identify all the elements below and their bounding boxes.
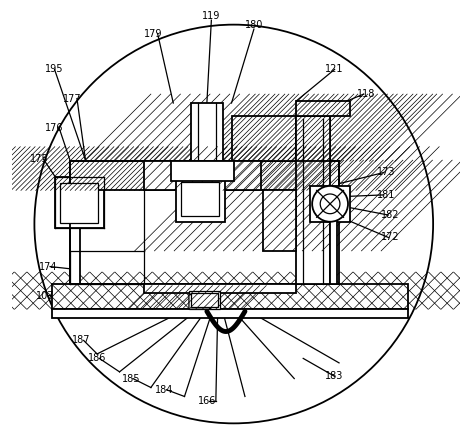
Bar — [296, 116, 330, 161]
Text: 177: 177 — [63, 94, 82, 103]
Bar — [60, 183, 99, 223]
Bar — [296, 116, 330, 161]
Text: 181: 181 — [377, 190, 395, 200]
Text: 118: 118 — [357, 89, 375, 99]
Bar — [189, 293, 211, 309]
Bar — [310, 186, 350, 222]
Bar — [144, 284, 296, 293]
Text: 184: 184 — [155, 385, 174, 395]
Bar — [176, 177, 225, 222]
Bar — [263, 190, 296, 251]
Bar — [144, 161, 261, 190]
Bar — [70, 161, 80, 284]
Text: 185: 185 — [121, 374, 140, 383]
Text: 183: 183 — [325, 371, 344, 381]
Bar — [191, 293, 218, 307]
Polygon shape — [189, 293, 211, 309]
Text: 121: 121 — [325, 65, 344, 74]
Bar — [232, 116, 296, 161]
Text: 179: 179 — [144, 29, 162, 39]
Text: 195: 195 — [45, 65, 64, 74]
Text: 174: 174 — [39, 262, 57, 271]
Bar — [296, 119, 330, 284]
Text: 182: 182 — [381, 210, 400, 220]
Bar — [52, 309, 408, 318]
Bar — [171, 161, 234, 181]
Bar — [330, 204, 337, 284]
Bar — [191, 103, 223, 161]
Bar — [263, 190, 296, 251]
Text: 172: 172 — [381, 233, 400, 242]
Bar — [181, 182, 219, 216]
Text: 166: 166 — [198, 396, 216, 406]
Bar — [296, 101, 350, 116]
Bar — [52, 284, 408, 309]
Text: 173: 173 — [377, 168, 396, 177]
Text: 175: 175 — [30, 154, 48, 164]
Bar — [55, 177, 104, 228]
Text: 187: 187 — [72, 336, 91, 345]
Text: 186: 186 — [88, 353, 106, 363]
Text: 119: 119 — [202, 11, 220, 21]
Text: 180: 180 — [245, 20, 263, 30]
Text: 107: 107 — [36, 291, 55, 301]
Text: 176: 176 — [45, 123, 64, 133]
Bar — [189, 291, 220, 309]
Bar — [70, 161, 339, 190]
Circle shape — [312, 186, 348, 222]
Bar — [232, 116, 296, 161]
Bar — [70, 161, 339, 190]
Bar — [52, 284, 408, 309]
Bar — [144, 161, 261, 190]
